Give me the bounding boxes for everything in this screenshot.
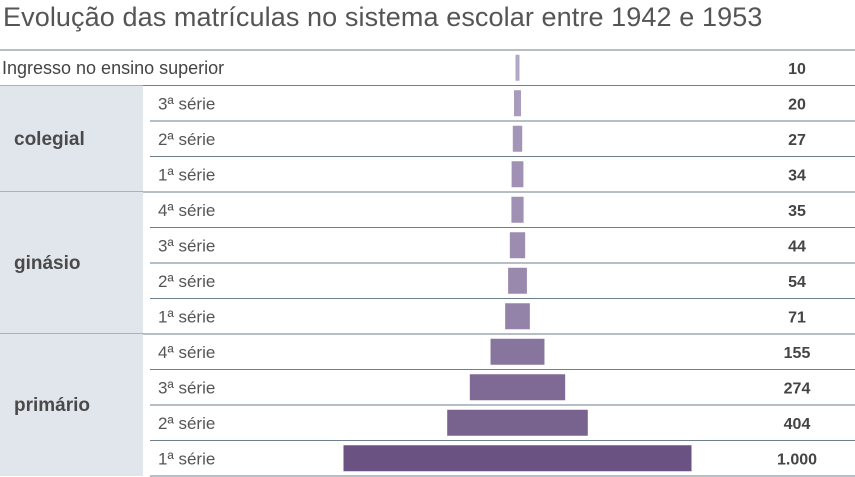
row-label: 4ª série	[158, 343, 215, 362]
row-label: 1ª série	[158, 449, 215, 468]
chart-title: Evolução das matrículas no sistema escol…	[3, 2, 763, 32]
row-label-ingresso: Ingresso no ensino superior	[2, 58, 224, 78]
row-label: 3ª série	[158, 94, 215, 113]
bar	[511, 161, 524, 188]
row-label: 2ª série	[158, 130, 215, 149]
row-label: 2ª série	[158, 414, 215, 433]
bar	[512, 125, 523, 152]
value-label: 404	[784, 416, 811, 433]
bar-ingresso	[515, 54, 520, 81]
group-background	[0, 85, 143, 192]
bar	[447, 409, 588, 436]
value-label: 71	[788, 309, 806, 326]
group-background	[0, 334, 143, 476]
value-label: 1.000	[777, 451, 817, 468]
bar	[343, 445, 692, 472]
value-label: 274	[784, 380, 811, 397]
bar	[505, 303, 530, 330]
value-label: 20	[788, 96, 806, 113]
bar	[509, 232, 526, 259]
group-label-1: ginásio	[14, 253, 81, 274]
value-label: 35	[788, 203, 806, 220]
group-label-2: primário	[14, 395, 90, 416]
value-label-ingresso: 10	[788, 61, 806, 78]
value-label: 34	[788, 167, 806, 184]
value-label: 155	[784, 345, 811, 362]
row-label: 2ª série	[158, 272, 215, 291]
value-label: 54	[788, 274, 806, 291]
value-label: 27	[788, 132, 806, 149]
row-label: 4ª série	[158, 201, 215, 220]
row-label: 1ª série	[158, 165, 215, 184]
group-label-0: colegial	[14, 129, 85, 150]
value-label: 44	[788, 238, 806, 255]
bar	[514, 90, 521, 117]
row-label: 1ª série	[158, 307, 215, 326]
row-label: 3ª série	[158, 378, 215, 397]
bar	[508, 267, 527, 294]
row-label: 3ª série	[158, 236, 215, 255]
bar	[511, 196, 524, 223]
group-background	[0, 192, 143, 334]
bar	[469, 374, 566, 401]
bar	[490, 338, 545, 365]
